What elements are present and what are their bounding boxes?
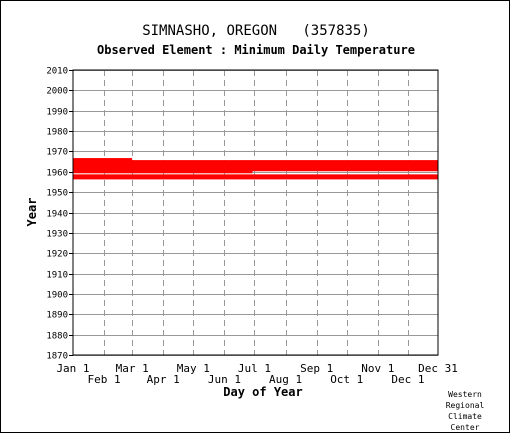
data-series bbox=[73, 158, 438, 180]
credit-line: Climate bbox=[448, 412, 482, 421]
data-band bbox=[73, 158, 133, 162]
y-tick-label: 1940 bbox=[46, 210, 68, 220]
credit-line: Regional bbox=[445, 401, 485, 410]
x-tick-label: Apr 1 bbox=[147, 373, 180, 386]
chart-subtitle: Observed Element : Minimum Daily Tempera… bbox=[97, 43, 415, 57]
y-tick-label: 1900 bbox=[46, 291, 68, 301]
credit-line: Center bbox=[450, 423, 480, 432]
data-band bbox=[73, 160, 438, 164]
y-tick-label: 1990 bbox=[46, 108, 68, 118]
data-band bbox=[73, 176, 438, 180]
x-tick-label: Oct 1 bbox=[330, 373, 363, 386]
data-band bbox=[73, 162, 438, 166]
x-tick-label: Jul 1 bbox=[238, 362, 271, 375]
x-tick-label: Sep 1 bbox=[300, 362, 333, 375]
y-tick-label: 1930 bbox=[46, 230, 68, 240]
x-tick-label: May 1 bbox=[177, 362, 210, 375]
y-tick-label: 2010 bbox=[46, 67, 68, 77]
x-tick-label: Dec 31 bbox=[418, 362, 458, 375]
data-band bbox=[73, 164, 438, 168]
data-band bbox=[73, 174, 438, 178]
y-axis-label: Year bbox=[25, 198, 39, 227]
x-tick-label: Aug 1 bbox=[269, 373, 302, 386]
y-tick-label: 1880 bbox=[46, 332, 68, 342]
y-tick-label: 1950 bbox=[46, 189, 68, 199]
y-tick-label: 1920 bbox=[46, 250, 68, 260]
y-tick-label: 1910 bbox=[46, 271, 68, 281]
y-tick-label: 1970 bbox=[46, 148, 68, 158]
plot-border bbox=[72, 69, 439, 356]
x-tick-label: Mar 1 bbox=[116, 362, 149, 375]
y-tick-label: 1890 bbox=[46, 311, 68, 321]
data-band bbox=[73, 166, 438, 170]
credit-text: Western Regional Climate Center bbox=[435, 389, 495, 432]
x-tick-label: Nov 1 bbox=[361, 362, 394, 375]
grid-lines bbox=[69, 70, 438, 356]
chart-title: SIMNASHO, OREGON (357835) bbox=[142, 23, 370, 39]
data-band bbox=[73, 170, 253, 174]
y-tick-label: 1870 bbox=[46, 352, 68, 362]
x-tick-label: Feb 1 bbox=[88, 373, 121, 386]
x-tick-label: Jun 1 bbox=[208, 373, 241, 386]
credit-line: Western bbox=[448, 390, 482, 399]
y-tick-label: 1980 bbox=[46, 128, 68, 138]
y-tick-label: 1960 bbox=[46, 169, 68, 179]
y-tick-labels: 1870 1880 1890 1900 1910 1920 1930 1940 1950 1960… bbox=[46, 67, 68, 362]
x-tick-label: Dec 1 bbox=[391, 373, 424, 386]
x-axis-label: Day of Year bbox=[223, 385, 302, 399]
data-band bbox=[73, 168, 438, 172]
x-tick-label: Jan 1 bbox=[56, 362, 89, 375]
x-tick-labels: Jan 1 Mar 1 May 1 Jul 1 Sep 1 Nov 1 Dec 31 Feb … bbox=[56, 362, 457, 386]
y-tick-label: 2000 bbox=[46, 87, 68, 97]
